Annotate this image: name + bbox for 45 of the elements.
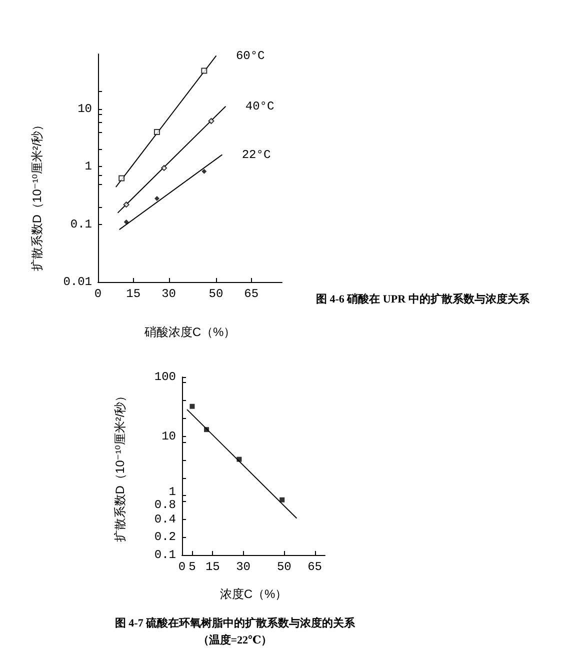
- x-tick-label: 15: [205, 560, 220, 574]
- x-tick-label: 5: [188, 560, 196, 574]
- caption: 图 4-6 硝酸在 UPR 中的扩散系数与浓度关系: [316, 292, 530, 306]
- y-axis-title: 扩散系数D（10⁻¹⁰厘米²/秒）: [30, 118, 44, 272]
- text: （温度=22℃）: [198, 634, 272, 646]
- x-tick-label: 0: [94, 287, 102, 301]
- x-tick-label: 65: [244, 287, 259, 301]
- y-tick-label: 10: [162, 429, 176, 444]
- point: [236, 456, 242, 462]
- y-tick-label: 100: [154, 370, 176, 384]
- point: [161, 164, 168, 171]
- series-label: 60°C: [236, 49, 265, 64]
- point: [280, 497, 285, 502]
- point: [202, 168, 207, 174]
- y-tick-label: 10: [78, 102, 92, 116]
- y-tick-label: 0.8: [154, 498, 176, 512]
- point: [118, 175, 125, 182]
- y-tick-label: 0.1: [70, 217, 92, 232]
- y-tick-label: 0.4: [154, 512, 176, 526]
- point: [208, 118, 214, 124]
- y-tick-label: 0.2: [154, 530, 176, 544]
- y-tick-label: 0.01: [63, 275, 92, 289]
- point: [154, 128, 160, 135]
- x-tick-label: 50: [276, 560, 292, 574]
- x-tick-label: 30: [162, 287, 176, 301]
- y-tick-label: 0.1: [154, 548, 176, 562]
- series-label: 22°C: [242, 148, 271, 162]
- y-axis-title: 扩散系数D（10⁻¹⁰厘米²/秒）: [113, 390, 127, 542]
- x-axis-title: 硝酸浓度C（%）: [143, 325, 236, 339]
- x-tick-label: 50: [208, 287, 224, 301]
- x-tick-label: 0: [178, 560, 186, 574]
- y-tick-label: 1: [168, 485, 176, 500]
- point: [123, 202, 130, 208]
- x-tick-label: 15: [126, 287, 141, 301]
- point: [201, 68, 208, 74]
- text: 图 4-7 硫酸在环氧树脂中的扩散系数与浓度的关系: [114, 616, 356, 630]
- x-axis-title: 浓度C（%）: [220, 587, 288, 601]
- series-label: 40°C: [245, 100, 274, 114]
- point: [124, 219, 129, 224]
- point: [154, 196, 160, 202]
- x-tick-label: 65: [308, 560, 322, 574]
- point: [190, 404, 195, 409]
- x-tick-label: 30: [236, 560, 250, 574]
- point: [204, 427, 210, 432]
- y-tick-label: 1: [84, 160, 92, 174]
